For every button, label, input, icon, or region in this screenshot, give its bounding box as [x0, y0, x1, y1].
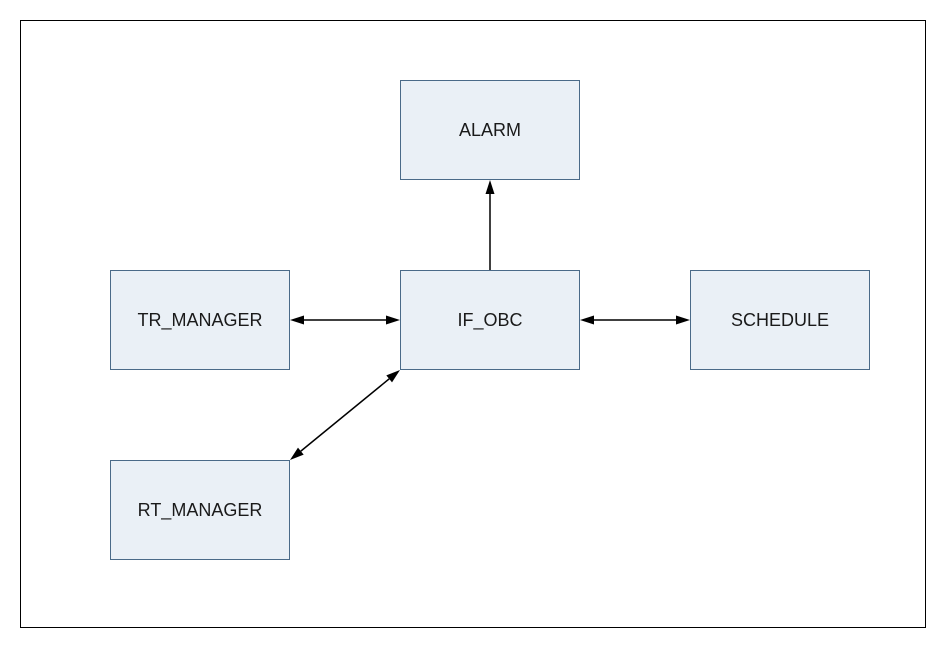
node-schedule: SCHEDULE [690, 270, 870, 370]
node-if-obc-label: IF_OBC [457, 310, 522, 331]
node-alarm: ALARM [400, 80, 580, 180]
node-tr-manager: TR_MANAGER [110, 270, 290, 370]
node-if-obc: IF_OBC [400, 270, 580, 370]
node-alarm-label: ALARM [459, 120, 521, 141]
node-schedule-label: SCHEDULE [731, 310, 829, 331]
node-rt-manager-label: RT_MANAGER [138, 500, 263, 521]
node-tr-manager-label: TR_MANAGER [137, 310, 262, 331]
node-rt-manager: RT_MANAGER [110, 460, 290, 560]
